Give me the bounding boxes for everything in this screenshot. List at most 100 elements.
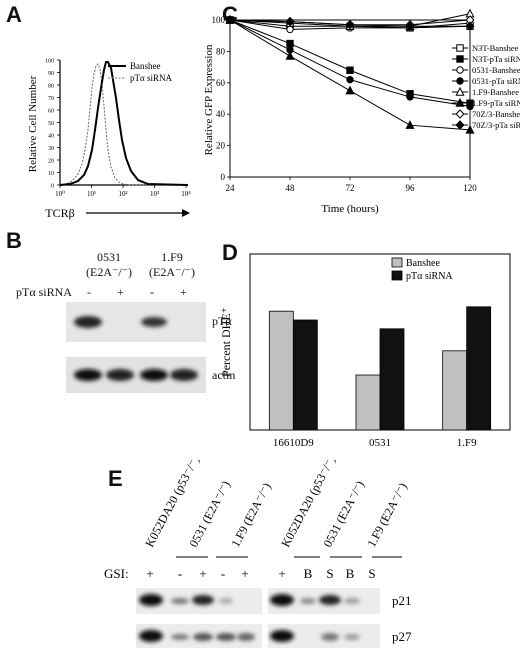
- panel-c-ytick-label: 40: [216, 109, 226, 119]
- panel-e-g2-header-2: 0531 (E2A⁻/⁻): [320, 478, 367, 549]
- panel-a-ytick-label: 80: [48, 84, 54, 90]
- panel-c-ylabel: Relative GFP Expression: [203, 44, 215, 155]
- panel-b-actin-band-1: [74, 369, 102, 381]
- panel-a-ytick-label: 20: [48, 159, 54, 165]
- panel-c-legend-label-7: 70Z/3-pTa siRNA: [472, 120, 520, 130]
- panel-c-point-s7-1: [285, 16, 295, 27]
- panel-a-ytick-label: 90: [48, 71, 54, 77]
- panel-c-legend-marker-2: [456, 66, 464, 74]
- panel-e-p21-band-1: [139, 594, 163, 606]
- panel-d-bar-1.F9-1: [466, 306, 492, 431]
- panel-c-point-s3-4: [466, 102, 474, 111]
- panel-c-xlabel: Time (hours): [321, 203, 379, 215]
- panel-c-point-s3-2: [346, 75, 354, 84]
- panel-e-g1-mark-2: -: [178, 566, 182, 581]
- panel-a-ytick-label: 40: [48, 134, 54, 140]
- panel-b-letter: B: [6, 228, 22, 253]
- panel-b-header-1f9-line1: 1.F9: [161, 250, 183, 264]
- panel-a-xtick-label: 10⁴: [181, 190, 191, 198]
- panel-c-ytick-label: 20: [216, 141, 226, 151]
- panel-c-xtick-label: 96: [406, 183, 416, 193]
- panel-c-legend-marker-3: [456, 77, 464, 85]
- panel-c-point-s5-4: [465, 124, 475, 134]
- panel-b-row-label: pTα siRNA: [16, 285, 72, 299]
- panel-c-ytick-label: 100: [212, 15, 226, 25]
- panel-c-legend-marker-6: [455, 109, 465, 119]
- panel-a-xtick-label: 10¹: [87, 190, 96, 198]
- panel-a-arrow-head: [182, 209, 190, 217]
- panel-e-p27-band-3: [193, 633, 213, 641]
- panel-b-actin-band-3: [140, 369, 168, 381]
- panel-a-ytick-label: 50: [48, 121, 54, 127]
- panel-e-p27-band-1: [139, 630, 163, 642]
- panel-e-p27-band-2: [171, 634, 189, 640]
- panel-e-g1-mark-4: -: [221, 566, 225, 581]
- panel-c-xtick-label: 72: [346, 183, 355, 193]
- panel-d-bar-0531-0: [355, 374, 381, 431]
- panel-c-point-s5-1: [285, 51, 295, 60]
- panel-c-point-s7-3: [405, 21, 415, 32]
- panel-e-blot: K052DA20 (p53⁻/⁻) 0531 (E2A⁻/⁻) 1.F9 (E2…: [104, 460, 412, 648]
- panel-e-g1-header-2: 0531 (E2A⁻/⁻): [186, 478, 233, 549]
- panel-a-ytick-label: 60: [48, 109, 54, 115]
- panel-a-histogram: Banshee pTα siRNA 0 10 20 30 40 50 60 70 80 90 100…: [27, 59, 191, 221]
- panel-a-letter: A: [6, 2, 22, 27]
- panel-e-g2-mark-5: S: [368, 566, 375, 581]
- panel-e-g2-mark-4: B: [346, 566, 355, 581]
- panel-b-ptalpha-band-1: [74, 316, 102, 328]
- panel-a-ytick-label: 30: [48, 146, 54, 152]
- panel-b-header-0531: 0531 (E2A⁻/⁻): [74, 250, 144, 280]
- panel-b-actin-band-4: [170, 369, 198, 381]
- panel-e-p27-band-6: [270, 630, 294, 642]
- panel-d-legend-sirna: pTα siRNA: [406, 271, 453, 282]
- panel-c-legend-marker-4: [455, 86, 465, 96]
- panel-b-band-actin: actin: [212, 368, 236, 382]
- panel-b-sign-4: +: [180, 285, 187, 299]
- panel-d-bar-chart: 16610D9 0531 1.F9 Banshee pTα siRNA Percen…: [219, 253, 511, 449]
- panel-d-bar-16610D9-0: [268, 310, 294, 431]
- panel-e-g2-mark-1: +: [278, 566, 285, 581]
- panel-c-legend-label-6: 70Z/3-Banshee: [472, 109, 520, 119]
- panel-c-legend-marker-1: [456, 55, 464, 63]
- panel-b-actin-band-2: [106, 369, 134, 381]
- panel-a-legend-banshee: Banshee: [130, 61, 161, 71]
- panel-a-sirna-curve: [59, 63, 188, 186]
- panel-c-legend-marker-5: [455, 97, 465, 107]
- panel-a-ytick-label: 70: [48, 96, 54, 102]
- panel-b-header-1f9-line2: (E2A⁻/⁻): [149, 265, 195, 279]
- panel-d-category-label: 16610D9: [273, 437, 314, 449]
- panel-e-p21-band-4: [219, 598, 233, 604]
- panel-a-xtick-label: 10⁰: [55, 190, 65, 198]
- panel-c-legend-label-2: 0531-Banshee: [472, 65, 520, 75]
- panel-c-ytick-label: 0: [221, 172, 226, 182]
- panel-e-p21-band-7: [319, 595, 341, 605]
- panel-e-p21-band-6: [300, 598, 316, 604]
- panel-e-band-p27: p27: [392, 629, 412, 644]
- panel-c-xtick-label: 48: [286, 183, 296, 193]
- panel-c-point-s3-3: [406, 93, 414, 101]
- panel-c-point-s7-2: [345, 19, 355, 30]
- panel-d-category-label: 1.F9: [457, 437, 477, 449]
- panel-c-point-s2-1: [286, 25, 294, 34]
- panel-d-ylabel: Percent DHE⁺: [219, 307, 233, 377]
- panel-c-ytick-label: 60: [216, 78, 226, 88]
- panel-c-xtick-label: 24: [226, 183, 236, 193]
- panel-c-point-s5-3: [405, 120, 415, 129]
- panel-e-p21-band-2: [171, 598, 189, 604]
- panel-e-p21-band-8: [344, 598, 360, 604]
- panel-c-legend-label-5: 1.F9-pTa siRNA: [472, 98, 520, 108]
- panel-e-p27-band-7: [321, 633, 339, 641]
- panel-d-legend-sirna-swatch: [391, 270, 403, 281]
- panel-d-legend-banshee: Banshee: [406, 258, 440, 269]
- panel-a-xtick-label: 10³: [150, 190, 159, 198]
- panel-a-ytick-label: 0: [51, 184, 54, 190]
- panel-e-p27-band-4: [216, 633, 236, 641]
- panel-a-xtick-label: 10²: [118, 190, 127, 198]
- panel-c-xtick-label: 120: [463, 183, 477, 193]
- panel-e-g2-mark-3: S: [326, 566, 333, 581]
- panel-d-bar-16610D9-1: [292, 319, 318, 431]
- panel-b-sign-3: -: [150, 285, 154, 299]
- panel-c-line-chart: 0 20 40 60 80 100 24 48 72 96 120 N3T-BansheeN3T-p…: [203, 8, 520, 215]
- panel-e-g1-mark-3: +: [199, 566, 206, 581]
- panel-b-blot: [66, 302, 206, 393]
